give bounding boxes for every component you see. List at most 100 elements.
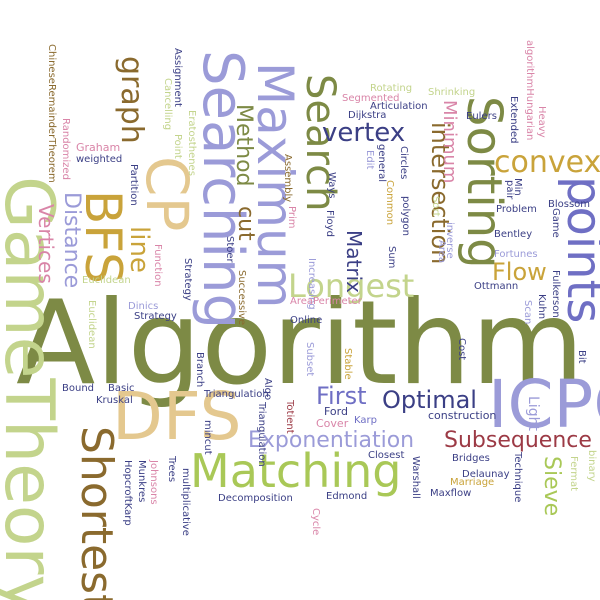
word-icpc: ICPC [488,366,600,443]
word-subset: Totient [284,400,295,434]
word-bfs: BFS [74,190,132,284]
word-fermat: Fermat [568,456,579,492]
word-cancelling: Cancelling [162,78,173,131]
word-shrinking: Shrinking [428,87,476,98]
word-articulation: Articulation [370,101,428,112]
word-vertex: vertex [322,118,406,148]
word-shortest: Shortest [71,426,122,600]
word-circles: Circles [398,146,409,180]
word-stoer: Strategy [182,258,193,301]
word-euclidean: polygon [400,196,411,236]
word-problem: Problem [496,204,537,215]
word-sum: Stable [342,348,353,380]
word-scan: Scan [522,300,533,325]
word-marriage: Marriage [450,477,495,488]
word-distance: Distance [59,192,84,289]
word-construction: Karp [354,415,377,426]
word-binary: binary [586,450,597,482]
word-segmented: Segmented [342,93,400,104]
word-depth: construction [428,409,497,422]
word-maxflow: Maxflow [430,488,472,499]
word-bridges: Bridges [452,453,490,464]
word-exponentiation: Exponentiation [248,428,415,453]
word-ford: Sum [386,246,397,269]
word-munkres: Munkres [136,460,147,503]
word-hopcroftkarp: HopcroftKarp [122,460,133,526]
word-point: Point [172,134,183,159]
word-kuhn: Kuhn [536,294,547,320]
word-vertices: Vertices [34,204,58,284]
word-calipers: Floyd [324,210,335,237]
word-karp: Cover [316,417,349,430]
word-flow: Flow [492,258,547,286]
word-matching: Matching [190,444,402,498]
word-algorithmhungarian: algorithmHungarian [524,40,535,141]
word-branch: Branch [194,352,205,388]
word-bit: Bit [576,350,587,364]
word-multiplicative: multiplicative [180,468,191,536]
word-algo: Triangulation [256,402,267,467]
word-minimum: Minimum [439,100,460,184]
word-weighted: Partition [128,164,139,206]
word-successive: Stoer [224,236,235,263]
word-light: Light [525,396,541,431]
word-subsequence: Subsequence [444,428,592,453]
word-cover: Ford [324,405,348,418]
word-extended: Extended [508,96,519,144]
word-function: Function [152,244,163,287]
word-trees: Trees [166,456,177,483]
word-assignment: Assignment [172,48,183,107]
word-dinics: Dinics [128,301,159,312]
word-algorithm: Algorithm [16,276,585,411]
word-closest: Closest [368,450,405,461]
word-assembly: Successive [236,270,247,326]
word-online: AreaPerimeter [290,296,362,307]
word-optimal: Optimal [382,386,477,414]
word-rotating: Rotating [370,83,413,94]
word-inverse: inverse [444,222,455,259]
word-strategy: Strategy [134,311,177,322]
word-areaperimeter: Subset [304,342,315,377]
word-graham: Graham [76,141,121,154]
word-bound: Bound [62,383,95,394]
word-topological: Euclidean [86,300,97,349]
word-method: Method [231,104,256,187]
word-warshall: Warshall [410,456,421,499]
word-cost: Cost [456,338,467,361]
word-general: general [376,144,387,183]
word-chineseremaindertheorem: ChineseRemainderTheorem [46,44,57,183]
word-bentley: Bentley [494,229,533,240]
word-convex: convex [494,145,600,180]
word-partition: weighted [76,154,123,165]
word-line: line [124,226,154,273]
word-triangulation: Triangulation [204,389,269,400]
word-fulkerson: Fulkerson [550,270,561,318]
word-johnsons: Johnsons [148,460,159,505]
word-edit: Edit [364,150,375,170]
word-edmond: Edmond [326,491,368,502]
word-kruskal: Kruskal [96,395,133,406]
word-cycle: Cycle [310,508,321,536]
word-game: Game [550,208,561,238]
word-common: Common [384,180,395,226]
word-polygon: Euclidean [82,275,131,286]
word-decomposition: Decomposition [218,493,293,504]
word-graph: graph [114,56,149,144]
word-fortunes: Fortunes [494,249,538,260]
word-basic: Basic [108,383,135,394]
word-first: First [316,382,367,410]
word-heavy: Heavy [536,106,547,138]
word-prim: Assembly [282,154,293,203]
word-eulers: Eulers [466,111,497,122]
word-ottmann: Ottmann [474,281,519,292]
word-increasing: Prim [286,206,297,229]
word-technique: Technique [512,452,523,503]
word-dfs: DFS [112,378,242,455]
word-mincut: mincut [202,420,213,455]
word-randomized: Randomized [60,118,71,180]
word-blossom: Blossom [548,199,591,210]
word-sort: Sort [430,196,441,217]
word-dijkstra: Dijkstra [348,110,387,121]
word-stable: Online [290,315,323,326]
